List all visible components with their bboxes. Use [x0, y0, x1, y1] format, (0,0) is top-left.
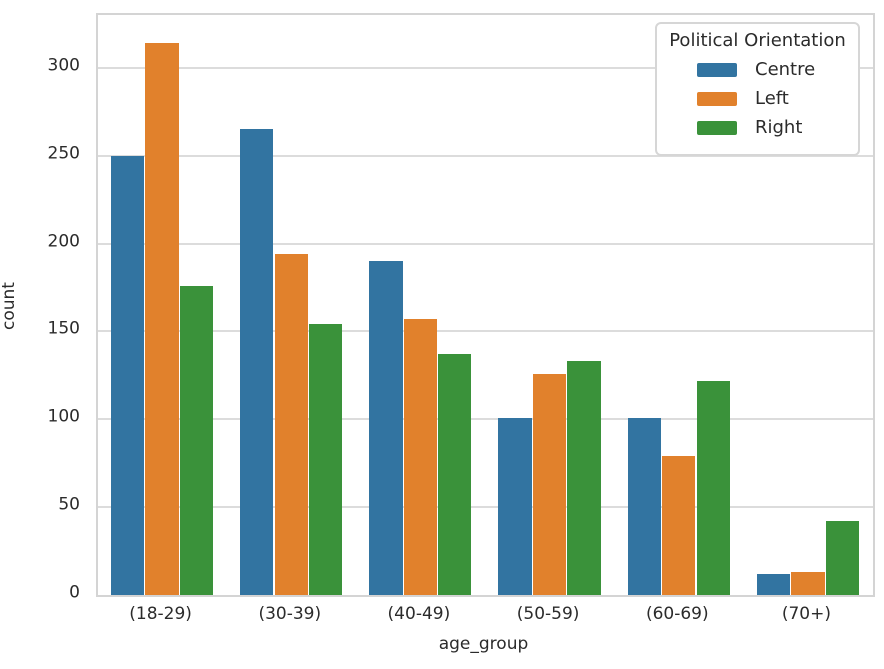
gridline-150	[98, 330, 873, 333]
y-tick-label-50: 50	[58, 494, 80, 515]
x-tick-label-(50-59): (50-59)	[516, 604, 580, 624]
legend-swatch-icon	[697, 62, 737, 77]
bar-centre-(60-69)	[627, 417, 661, 595]
legend-entry-left: Left	[697, 88, 858, 109]
x-tick-label-(70+): (70+)	[781, 604, 831, 624]
bar-right-(40-49)	[438, 354, 472, 595]
x-tick-label-(30-39): (30-39)	[258, 604, 322, 624]
bar-centre-(50-59)	[498, 417, 532, 595]
legend-entries: Centre Left Right	[657, 59, 858, 138]
legend-entry-centre: Centre	[697, 59, 858, 80]
bar-left-(70+)	[791, 572, 825, 595]
bar-right-(18-29)	[179, 285, 214, 595]
bar-right-(30-39)	[309, 324, 343, 595]
legend-label: Centre	[755, 59, 816, 80]
y-tick-label-300: 300	[47, 55, 80, 76]
bar-left-(18-29)	[145, 43, 179, 595]
x-axis-ticks: (18-29) (30-39) (40-49) (50-59) (60-69) (70+)	[96, 604, 871, 626]
legend-swatch-icon	[697, 120, 737, 135]
bar-right-(70+)	[825, 521, 859, 595]
bar-right-(60-69)	[696, 380, 730, 595]
legend-label: Right	[755, 117, 803, 138]
bar-left-(30-39)	[274, 254, 308, 595]
y-axis-label: count	[0, 282, 19, 330]
legend: Political Orientation Centre Left Right	[655, 22, 860, 156]
legend-swatch-icon	[697, 91, 737, 106]
gridline-200	[98, 242, 873, 245]
bar-left-(60-69)	[662, 456, 696, 595]
legend-title: Political Orientation	[669, 30, 846, 51]
bar-right-(50-59)	[567, 361, 601, 595]
y-tick-label-200: 200	[47, 231, 80, 251]
bar-centre-(30-39)	[240, 129, 274, 595]
x-tick-label-(18-29): (18-29)	[129, 604, 192, 624]
gridline-250	[98, 154, 873, 157]
gridline-300	[98, 66, 873, 69]
y-tick-label-150: 150	[47, 318, 80, 339]
legend-entry-right: Right	[697, 117, 858, 138]
bar-centre-(18-29)	[110, 155, 145, 595]
y-tick-label-250: 250	[47, 143, 80, 164]
bar-centre-(70+)	[756, 573, 791, 595]
bar-left-(40-49)	[403, 319, 438, 595]
y-tick-label-0: 0	[69, 582, 80, 603]
gridline-100	[98, 418, 873, 421]
bar-left-(50-59)	[532, 373, 567, 595]
gridline-50	[98, 506, 873, 509]
x-tick-label-(40-49): (40-49)	[387, 604, 451, 624]
x-axis-label: age_group	[438, 634, 529, 654]
bar-centre-(40-49)	[369, 261, 403, 595]
x-tick-label-(60-69): (60-69)	[645, 604, 709, 624]
legend-label: Left	[755, 88, 789, 109]
y-axis-ticks: 0 50 100 150 200 250 300	[0, 13, 88, 601]
y-tick-label-100: 100	[47, 406, 80, 427]
